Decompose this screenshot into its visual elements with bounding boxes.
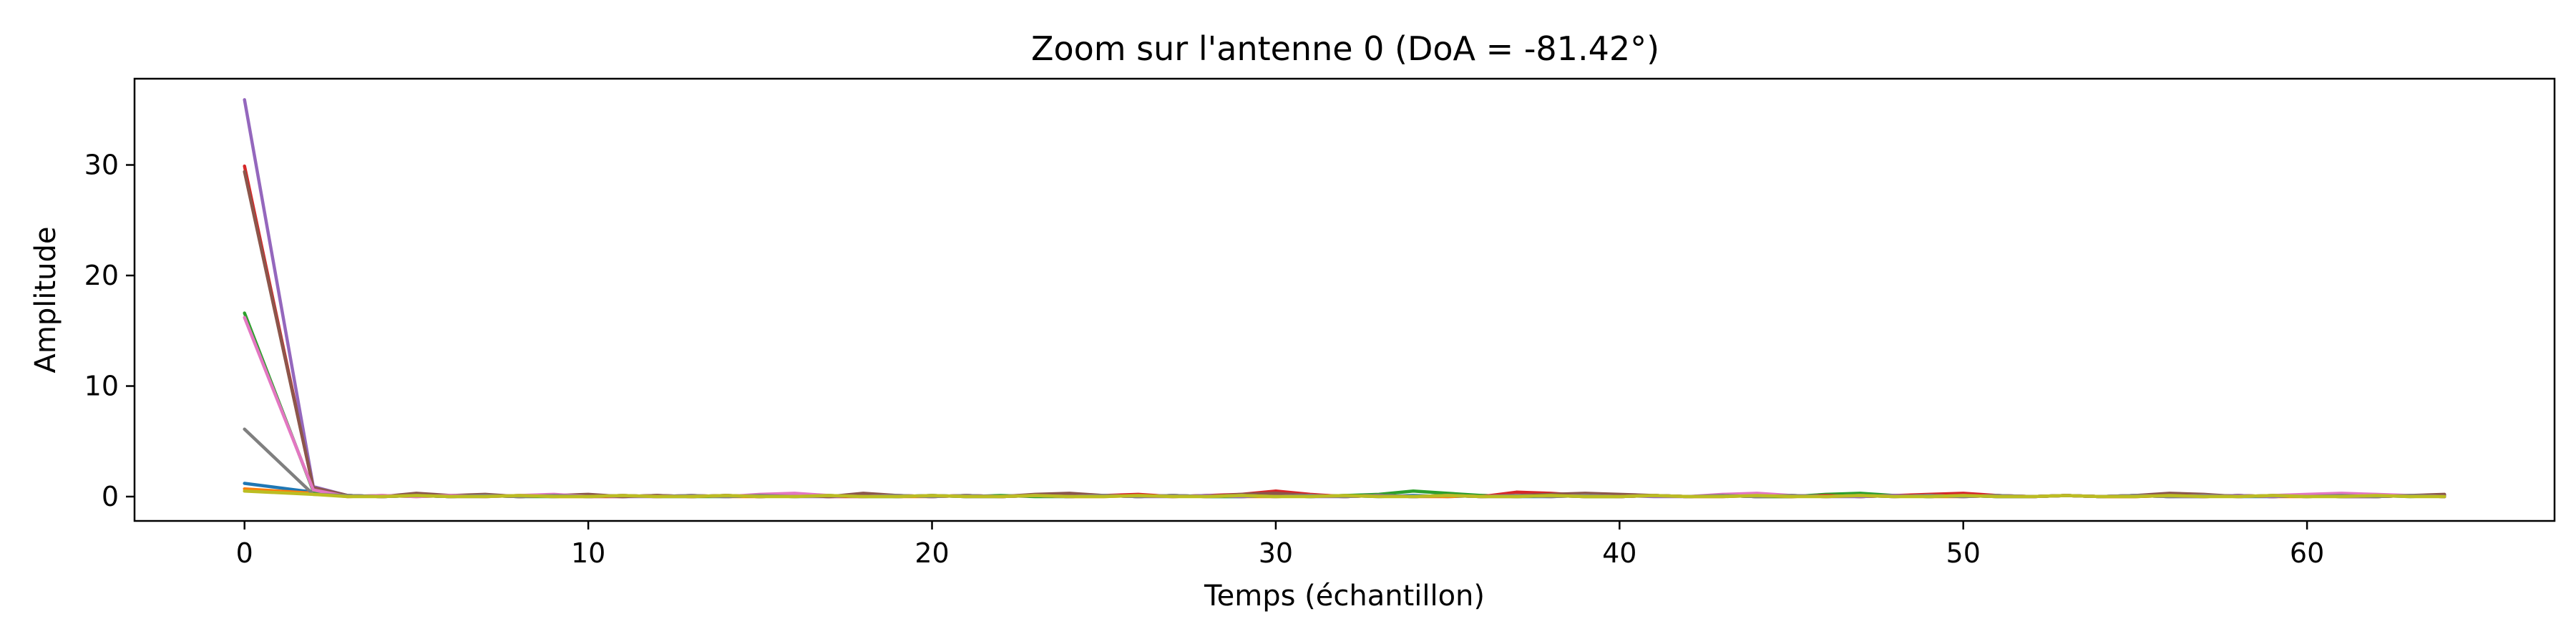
x-axis: 0 10 20 30 40 50 60 bbox=[236, 521, 2324, 569]
y-tick-label: 20 bbox=[84, 260, 119, 291]
series-line-8 bbox=[243, 489, 2446, 499]
series-line-6 bbox=[243, 316, 2446, 499]
chart-title: Zoom sur l'antenne 0 (DoA = -81.42°) bbox=[1031, 29, 1659, 68]
x-tick-label: 60 bbox=[2290, 537, 2324, 569]
series-layer bbox=[243, 98, 2446, 499]
series-line-3 bbox=[243, 164, 2446, 499]
x-tick-label: 40 bbox=[1602, 537, 1636, 569]
x-tick-label: 10 bbox=[571, 537, 605, 569]
x-tick-label: 20 bbox=[914, 537, 949, 569]
y-tick-label: 30 bbox=[84, 150, 119, 181]
series-line-2 bbox=[243, 311, 2446, 499]
y-tick-label: 0 bbox=[102, 481, 119, 512]
x-tick-label: 0 bbox=[236, 537, 253, 569]
axes-frame bbox=[133, 77, 2556, 522]
series-line-5 bbox=[243, 170, 2446, 499]
series-line-7 bbox=[243, 427, 2446, 499]
x-tick-label: 50 bbox=[1946, 537, 1981, 569]
y-axis: 0 10 20 30 bbox=[84, 150, 135, 512]
x-axis-label: Temps (échantillon) bbox=[1204, 580, 1485, 613]
y-tick-label: 10 bbox=[84, 371, 119, 402]
series-line-4 bbox=[243, 98, 2446, 499]
plot-area bbox=[243, 98, 2446, 499]
y-axis-label: Amplitude bbox=[29, 227, 62, 374]
x-tick-label: 30 bbox=[1259, 537, 1293, 569]
